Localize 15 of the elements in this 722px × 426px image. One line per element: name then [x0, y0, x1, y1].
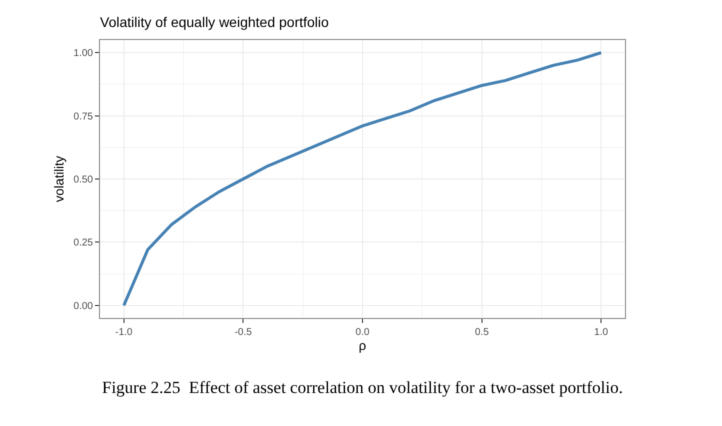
- line-series: [122, 51, 603, 307]
- y-tick-label: 0.25: [74, 238, 94, 249]
- x-tick-label: -1.0: [115, 327, 133, 338]
- x-tick-label: 0.5: [474, 327, 490, 338]
- y-axis-title: volatility: [51, 155, 66, 202]
- y-tick-label: 0.50: [74, 174, 94, 186]
- x-tick-label: -0.5: [234, 327, 252, 338]
- x-axis-title: ρ: [358, 338, 366, 353]
- caption: Figure 2.25 Effect of asset correlation on volatility for a two-asset portfolio.: [102, 378, 623, 397]
- chart-title: Volatility of equally weighted portfolio: [100, 14, 330, 30]
- x-tick-label: 1.0: [594, 327, 609, 338]
- y-tick-label: 0.75: [74, 111, 94, 122]
- y-tick-label: 1.00: [74, 48, 94, 60]
- y-tick-label: 0.00: [74, 300, 94, 312]
- x-tick-label: 0.0: [356, 327, 370, 338]
